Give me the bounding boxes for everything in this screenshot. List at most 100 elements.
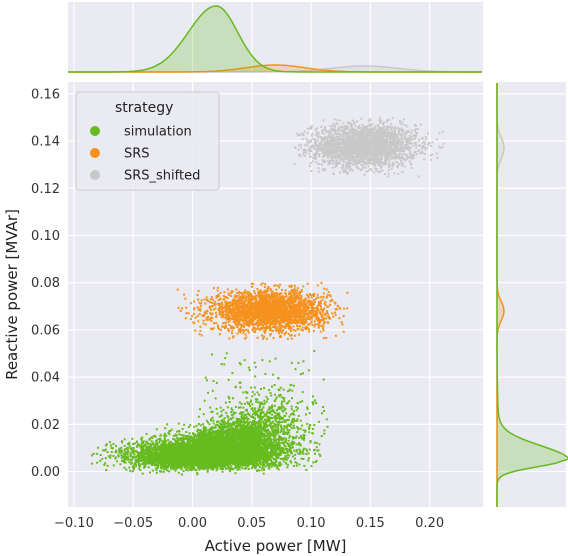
point-srs-shifted <box>404 134 407 137</box>
point-srs <box>309 294 312 297</box>
point-srs-shifted <box>365 170 368 173</box>
point-srs-shifted <box>378 135 381 138</box>
point-srs-shifted <box>369 168 372 171</box>
point-srs-shifted <box>319 144 322 147</box>
point-srs-shifted <box>314 152 317 155</box>
point-srs-shifted <box>371 144 374 147</box>
point-srs-shifted <box>317 134 320 137</box>
point-srs-shifted <box>364 166 367 169</box>
point-srs <box>273 323 276 326</box>
point-srs-shifted <box>405 148 407 151</box>
point-srs-shifted <box>312 153 315 156</box>
point-srs <box>236 332 239 335</box>
point-srs <box>264 331 266 334</box>
point-srs <box>260 294 263 297</box>
point-srs-shifted <box>396 156 399 159</box>
point-srs <box>243 301 246 304</box>
point-srs-shifted <box>380 136 382 139</box>
point-srs <box>241 313 244 316</box>
point-srs <box>223 291 226 294</box>
point-srs-shifted <box>346 172 349 175</box>
point-srs <box>307 294 310 297</box>
point-srs <box>221 308 224 311</box>
point-srs-shifted <box>366 130 369 133</box>
point-srs <box>269 329 271 332</box>
point-srs-shifted <box>354 147 357 150</box>
point-srs <box>293 290 296 293</box>
point-srs-shifted <box>410 167 413 170</box>
point-srs <box>252 330 255 333</box>
point-srs <box>211 305 214 308</box>
point-srs <box>230 295 233 298</box>
point-srs-shifted <box>326 148 329 150</box>
point-srs-shifted <box>364 147 367 150</box>
point-srs-shifted <box>345 145 347 148</box>
point-srs-shifted <box>342 169 345 172</box>
point-srs-shifted <box>375 145 378 148</box>
point-srs <box>210 301 213 304</box>
point-srs <box>292 325 295 328</box>
point-srs-shifted <box>380 165 383 168</box>
point-srs <box>286 308 289 310</box>
point-srs <box>321 298 324 301</box>
point-srs <box>253 290 255 293</box>
point-srs-shifted <box>341 159 344 162</box>
point-srs <box>256 288 259 290</box>
point-srs-shifted <box>366 149 369 152</box>
point-srs-shifted <box>362 126 365 129</box>
point-srs <box>242 324 245 327</box>
point-srs <box>332 315 335 318</box>
point-srs-shifted <box>321 132 324 134</box>
point-srs-shifted <box>350 135 353 138</box>
point-srs-shifted <box>362 145 365 148</box>
point-srs-shifted <box>391 149 394 152</box>
point-srs-shifted <box>341 128 344 131</box>
point-srs <box>284 292 287 295</box>
point-srs-shifted <box>394 151 397 154</box>
point-srs-shifted <box>328 136 331 139</box>
point-srs <box>319 330 322 333</box>
point-srs-shifted <box>351 157 354 160</box>
point-srs-shifted <box>310 139 313 142</box>
point-srs-shifted <box>354 142 356 145</box>
point-srs-shifted <box>351 140 354 143</box>
point-srs <box>217 299 220 302</box>
point-srs <box>290 334 293 337</box>
point-srs-shifted <box>346 126 349 128</box>
point-srs-shifted <box>381 169 384 172</box>
point-srs-shifted <box>332 137 335 140</box>
point-srs-shifted <box>329 125 332 128</box>
point-srs-shifted <box>350 140 353 143</box>
point-srs-shifted <box>352 127 355 130</box>
point-srs-shifted <box>349 161 351 163</box>
point-srs-shifted <box>395 153 398 156</box>
point-srs-shifted <box>353 131 356 134</box>
point-srs-shifted <box>391 156 394 159</box>
point-srs-shifted <box>336 135 339 138</box>
point-srs <box>288 285 291 288</box>
point-srs-shifted <box>387 130 390 133</box>
point-srs-shifted <box>392 134 395 136</box>
point-srs-shifted <box>406 125 409 128</box>
point-srs <box>265 303 268 306</box>
point-srs <box>248 323 251 326</box>
point-srs-shifted <box>366 146 369 149</box>
point-srs-shifted <box>402 150 404 153</box>
point-srs-shifted <box>395 139 398 142</box>
point-srs-shifted <box>351 119 354 122</box>
point-srs-shifted <box>388 137 391 140</box>
point-srs-shifted <box>396 135 399 138</box>
point-srs-shifted <box>391 161 394 164</box>
point-srs-shifted <box>317 170 320 173</box>
point-srs <box>264 307 267 310</box>
point-srs-shifted <box>356 143 358 146</box>
point-srs <box>290 322 293 325</box>
point-srs-shifted <box>355 153 358 156</box>
point-srs <box>307 314 310 317</box>
point-srs <box>291 290 294 293</box>
point-srs-shifted <box>354 130 357 133</box>
point-srs <box>238 291 241 293</box>
point-srs-shifted <box>397 172 400 175</box>
point-srs-shifted <box>379 166 382 169</box>
point-srs-shifted <box>320 139 323 142</box>
